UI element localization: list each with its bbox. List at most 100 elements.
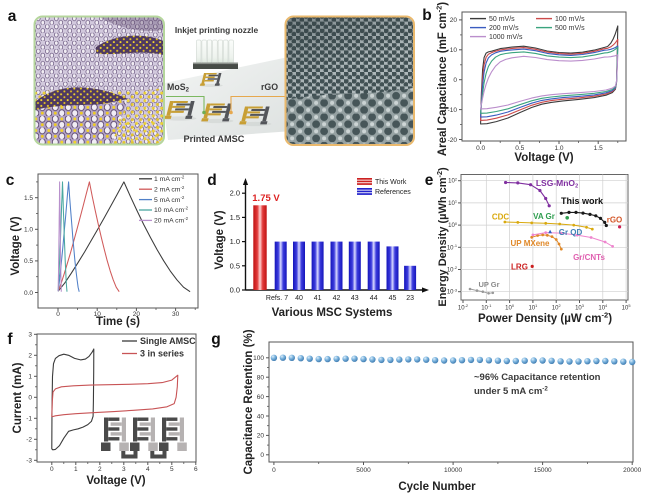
svg-text:20: 20	[133, 311, 141, 318]
svg-text:c: c	[6, 172, 15, 189]
svg-text:Refs. 7: Refs. 7	[266, 295, 288, 302]
svg-text:30: 30	[172, 311, 180, 318]
svg-text:2: 2	[98, 466, 102, 473]
svg-text:10: 10	[94, 311, 102, 318]
svg-text:43: 43	[351, 295, 359, 302]
svg-text:-3: -3	[26, 458, 32, 465]
svg-text:0: 0	[50, 466, 54, 473]
svg-text:5 mA cm-2: 5 mA cm-2	[154, 195, 185, 204]
svg-text:105: 105	[622, 303, 631, 311]
svg-text:10-2: 10-2	[458, 303, 468, 311]
svg-text:3: 3	[122, 466, 126, 473]
svg-text:104: 104	[598, 303, 608, 311]
svg-text:42: 42	[333, 295, 341, 302]
svg-text:50 mV/s: 50 mV/s	[489, 16, 515, 23]
svg-text:UP MXene: UP MXene	[511, 239, 551, 248]
svg-text:LSG-MnO2: LSG-MnO2	[536, 178, 578, 190]
svg-text:45: 45	[389, 295, 397, 302]
svg-text:g: g	[211, 331, 220, 348]
svg-text:~96% Capacitance retention: ~96% Capacitance retention	[474, 372, 601, 383]
svg-text:2.0: 2.0	[230, 189, 240, 198]
svg-text:101: 101	[528, 303, 537, 311]
svg-text:6: 6	[194, 466, 198, 473]
svg-text:500 mV/s: 500 mV/s	[555, 25, 585, 32]
svg-text:This Work: This Work	[375, 179, 407, 186]
svg-text:d: d	[207, 172, 216, 189]
svg-text:Voltage (V): Voltage (V)	[10, 216, 22, 275]
svg-text:under 5 mA cm-2: under 5 mA cm-2	[474, 385, 548, 397]
svg-text:1: 1	[28, 374, 32, 381]
svg-text:-10: -10	[448, 107, 458, 114]
svg-text:Gr/CNTs: Gr/CNTs	[573, 253, 605, 262]
svg-text:60: 60	[257, 394, 265, 401]
svg-text:100: 100	[253, 355, 264, 362]
svg-text:References: References	[375, 189, 411, 196]
svg-text:1.5: 1.5	[24, 195, 33, 202]
svg-text:15000: 15000	[534, 467, 552, 474]
svg-text:0.0: 0.0	[476, 145, 485, 152]
svg-text:10-2: 10-2	[447, 265, 457, 273]
svg-text:Capacitance Retention (%): Capacitance Retention (%)	[243, 329, 255, 474]
svg-text:Cycle Number: Cycle Number	[398, 481, 476, 493]
svg-text:0: 0	[453, 77, 457, 84]
svg-text:1.0: 1.0	[230, 237, 240, 246]
svg-text:Energy Density (µWh cm-2): Energy Density (µWh cm-2)	[435, 167, 449, 307]
svg-text:2 mA cm-2: 2 mA cm-2	[154, 185, 185, 194]
svg-text:CDC: CDC	[492, 213, 510, 222]
svg-text:Printed AMSC: Printed AMSC	[184, 134, 245, 144]
svg-text:1.5: 1.5	[230, 213, 240, 222]
svg-text:Various MSC Systems: Various MSC Systems	[272, 307, 393, 319]
svg-text:4: 4	[146, 466, 150, 473]
svg-text:10-1: 10-1	[447, 243, 457, 251]
svg-text:40: 40	[295, 295, 303, 302]
svg-text:80: 80	[257, 375, 265, 382]
svg-text:-2: -2	[26, 437, 32, 444]
svg-text:Areal Capacitance (mF cm-2): Areal Capacitance (mF cm-2)	[435, 2, 449, 156]
svg-text:10 mA cm-2: 10 mA cm-2	[154, 206, 189, 215]
svg-text:0.5: 0.5	[230, 261, 240, 270]
svg-text:-1: -1	[26, 416, 32, 423]
svg-text:MoS2: MoS2	[167, 82, 190, 94]
svg-text:10000: 10000	[444, 467, 462, 474]
svg-text:Power Density (µW cm-2): Power Density (µW cm-2)	[478, 311, 612, 325]
svg-text:1000 mV/s: 1000 mV/s	[489, 34, 523, 41]
svg-text:10-1: 10-1	[481, 303, 491, 311]
svg-text:0: 0	[56, 311, 60, 318]
svg-text:3 in series: 3 in series	[140, 349, 184, 359]
svg-text:1: 1	[74, 466, 78, 473]
svg-text:f: f	[7, 331, 13, 348]
svg-text:20000: 20000	[623, 467, 641, 474]
svg-text:0.0: 0.0	[230, 286, 240, 295]
svg-text:e: e	[425, 172, 434, 189]
svg-text:0.5: 0.5	[24, 258, 33, 265]
svg-text:rGO: rGO	[607, 216, 623, 225]
svg-text:This work: This work	[561, 196, 604, 206]
svg-text:0.0: 0.0	[24, 290, 33, 297]
svg-text:-20: -20	[448, 137, 458, 144]
svg-text:20: 20	[257, 433, 265, 440]
svg-text:b: b	[422, 7, 431, 24]
svg-text:2: 2	[28, 353, 32, 360]
svg-text:Inkjet printing nozzle: Inkjet printing nozzle	[175, 25, 259, 35]
svg-text:102: 102	[552, 303, 561, 311]
svg-text:3: 3	[28, 332, 32, 339]
svg-text:UP Gr: UP Gr	[478, 280, 499, 289]
svg-text:101: 101	[448, 199, 457, 207]
svg-text:10-3: 10-3	[447, 287, 457, 295]
svg-text:Voltage (V): Voltage (V)	[86, 475, 145, 487]
svg-text:102: 102	[448, 176, 457, 184]
svg-text:1.5: 1.5	[594, 145, 603, 152]
svg-text:1.0: 1.0	[24, 227, 33, 234]
svg-text:a: a	[8, 8, 17, 25]
svg-text:100: 100	[505, 303, 515, 311]
svg-text:20: 20	[450, 17, 458, 24]
svg-text:0: 0	[272, 467, 276, 474]
svg-text:1.0: 1.0	[554, 145, 563, 152]
svg-text:Single AMSC: Single AMSC	[140, 336, 196, 346]
svg-text:100 mV/s: 100 mV/s	[555, 16, 585, 23]
svg-text:Current (mA): Current (mA)	[12, 362, 24, 433]
svg-text:0: 0	[260, 452, 264, 459]
svg-text:44: 44	[370, 295, 378, 302]
svg-text:100: 100	[448, 221, 458, 229]
svg-text:40: 40	[257, 413, 265, 420]
